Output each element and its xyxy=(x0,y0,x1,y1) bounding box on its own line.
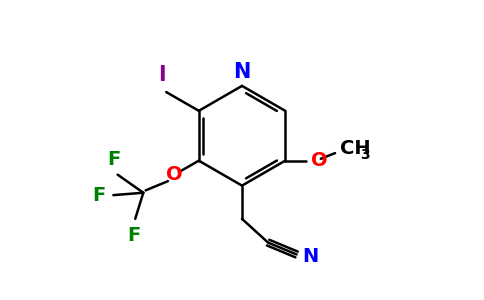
Text: N: N xyxy=(233,62,251,82)
Text: O: O xyxy=(311,151,328,170)
Text: N: N xyxy=(302,248,318,266)
Text: O: O xyxy=(166,165,182,184)
Text: 3: 3 xyxy=(360,148,369,161)
Text: F: F xyxy=(107,150,121,169)
Text: I: I xyxy=(158,65,166,85)
Text: F: F xyxy=(92,186,106,205)
Text: CH: CH xyxy=(340,139,370,158)
Text: F: F xyxy=(127,226,140,245)
